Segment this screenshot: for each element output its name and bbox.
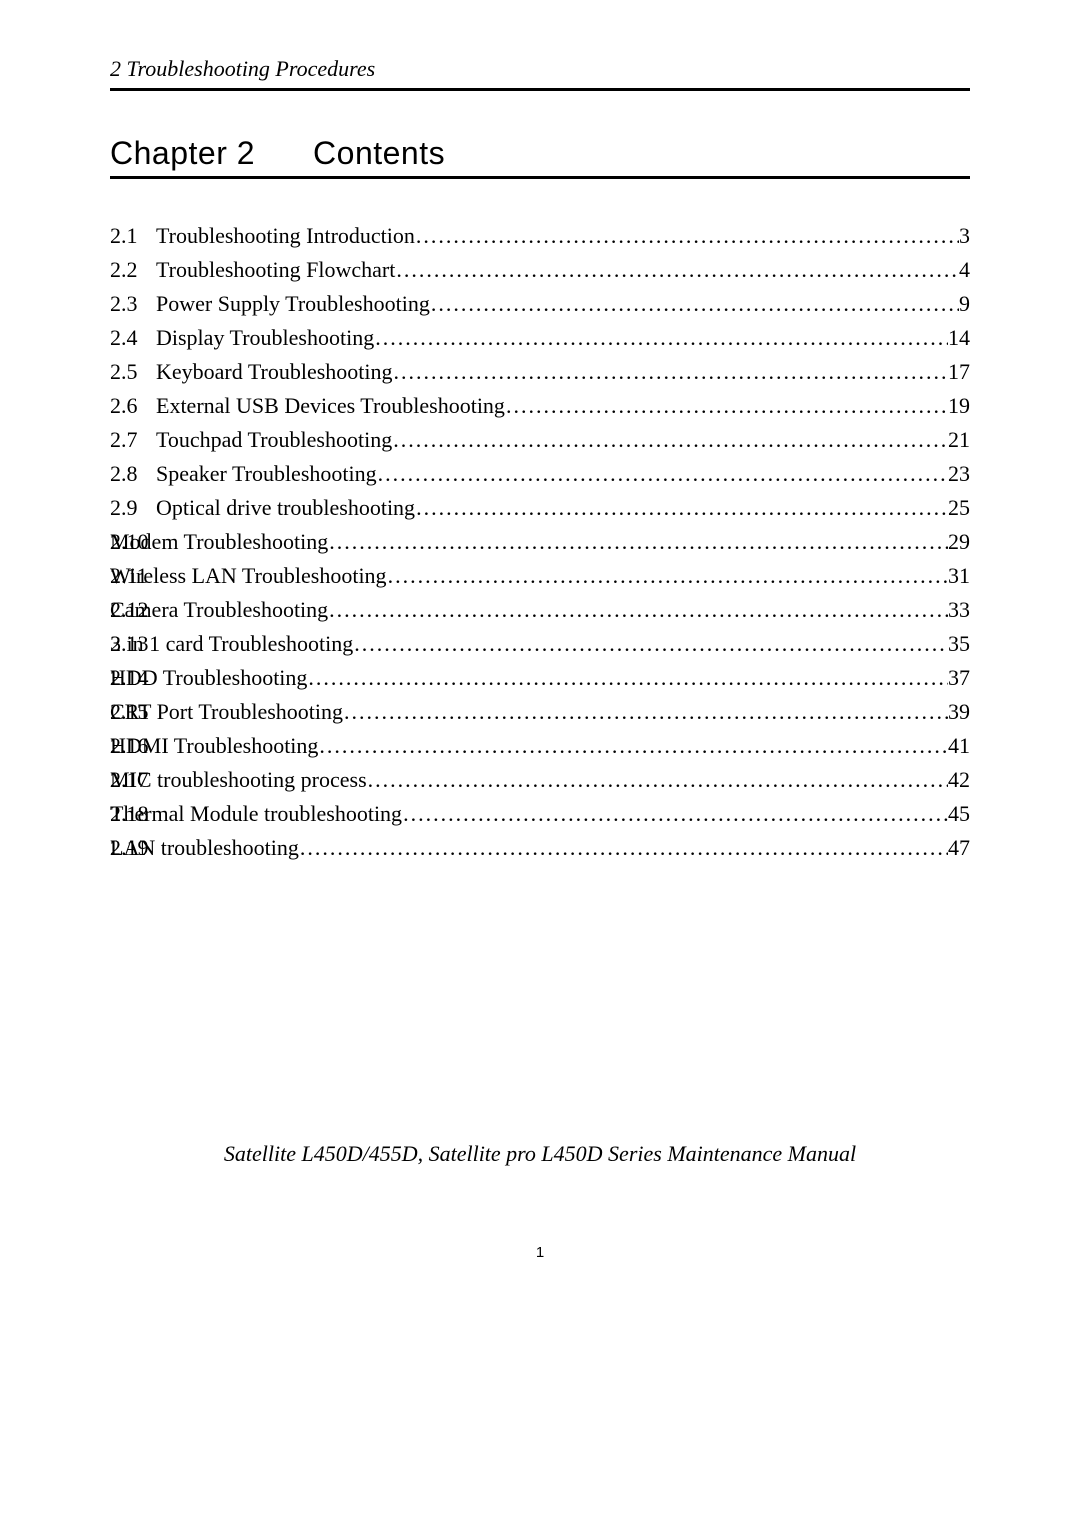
toc-row: 2.16 HDMI Troubleshooting ..............… xyxy=(110,733,970,759)
toc-entry-page: 42 xyxy=(948,767,970,793)
toc-entry-number: 2.8 xyxy=(110,461,156,487)
toc-entry-page: 33 xyxy=(948,597,970,623)
toc-row: 2.2Troubleshooting Flowchart............… xyxy=(110,257,970,283)
toc-entry-page: 45 xyxy=(948,801,970,827)
toc-entry-title: Keyboard Troubleshooting xyxy=(156,359,393,385)
toc-leader-dots: ........................................… xyxy=(505,393,948,419)
toc-entry-page: 37 xyxy=(948,665,970,691)
toc-entry-title: Troubleshooting Introduction xyxy=(156,223,415,249)
toc-entry-page: 29 xyxy=(948,529,970,555)
toc-entry-title: Troubleshooting Flowchart xyxy=(156,257,395,283)
toc-entry-page: 41 xyxy=(948,733,970,759)
toc-row: 2.19 LAN troubleshooting ...............… xyxy=(110,835,970,861)
toc-entry-title: Camera Troubleshooting xyxy=(110,597,328,623)
toc-entry-page: 23 xyxy=(948,461,970,487)
toc-leader-dots: ........................................… xyxy=(328,529,948,555)
toc-entry-title: HDD Troubleshooting xyxy=(110,665,307,691)
toc-entry-title: Touchpad Troubleshooting xyxy=(156,427,392,453)
toc-entry-title: CRT Port Troubleshooting xyxy=(110,699,343,725)
toc-row: 2.13 3 in 1 card Troubleshooting .......… xyxy=(110,631,970,657)
toc-entry-number: 2.7 xyxy=(110,427,156,453)
toc-entry-page: 3 xyxy=(959,223,970,249)
toc-entry-title: MIC troubleshooting process xyxy=(110,767,367,793)
toc-row: 2.17 MIC troubleshooting process .......… xyxy=(110,767,970,793)
running-header: 2 Troubleshooting Procedures xyxy=(110,56,970,91)
toc-row: 2.18 Thermal Module troubleshooting ....… xyxy=(110,801,970,827)
toc-entry-page: 19 xyxy=(948,393,970,419)
toc-entry-title: 3 in 1 card Troubleshooting xyxy=(110,631,353,657)
toc-leader-dots: ........................................… xyxy=(415,495,948,521)
toc-entry-title: Modem Troubleshooting xyxy=(110,529,328,555)
toc-leader-dots: ........................................… xyxy=(299,835,948,861)
toc-leader-dots: ........................................… xyxy=(402,801,948,827)
footer-manual-title: Satellite L450D/455D, Satellite pro L450… xyxy=(0,1141,1080,1167)
toc-row: 2.6External USB Devices Troubleshooting.… xyxy=(110,393,970,419)
toc-entry-number: 2.4 xyxy=(110,325,156,351)
toc-entry-title: Thermal Module troubleshooting xyxy=(110,801,402,827)
toc-leader-dots: ........................................… xyxy=(307,665,948,691)
toc-entry-page: 31 xyxy=(948,563,970,589)
toc-leader-dots: ........................................… xyxy=(392,427,948,453)
toc-entry-page: 47 xyxy=(948,835,970,861)
toc-row: 2.4Display Troubleshooting..............… xyxy=(110,325,970,351)
toc-leader-dots: ........................................… xyxy=(393,359,949,385)
chapter-label: Chapter 2 xyxy=(110,135,255,172)
toc-entry-number: 2.6 xyxy=(110,393,156,419)
toc-row: 2.3Power Supply Troubleshooting.........… xyxy=(110,291,970,317)
chapter-contents-label: Contents xyxy=(313,135,445,172)
toc-leader-dots: ........................................… xyxy=(377,461,948,487)
toc-entry-page: 39 xyxy=(948,699,970,725)
table-of-contents: 2.1Troubleshooting Introduction ........… xyxy=(110,223,970,861)
toc-leader-dots: ........................................… xyxy=(374,325,948,351)
toc-leader-dots: ........................................… xyxy=(328,597,948,623)
toc-entry-page: 35 xyxy=(948,631,970,657)
toc-row: 2.9Optical drive troubleshooting .......… xyxy=(110,495,970,521)
toc-row: 2.12 Camera Troubleshooting.............… xyxy=(110,597,970,623)
toc-entry-page: 9 xyxy=(959,291,970,317)
toc-entry-title: LAN troubleshooting xyxy=(110,835,299,861)
toc-entry-number: 2.1 xyxy=(110,223,156,249)
toc-row: 2.1Troubleshooting Introduction ........… xyxy=(110,223,970,249)
toc-entry-page: 4 xyxy=(959,257,970,283)
toc-entry-title: Wireless LAN Troubleshooting xyxy=(110,563,387,589)
toc-row: 2.10 Modem Troubleshooting..............… xyxy=(110,529,970,555)
toc-leader-dots: ........................................… xyxy=(415,223,959,249)
toc-row: 2.8Speaker Troubleshooting .............… xyxy=(110,461,970,487)
toc-leader-dots: ........................................… xyxy=(353,631,948,657)
toc-entry-title: Display Troubleshooting xyxy=(156,325,374,351)
toc-leader-dots: ........................................… xyxy=(367,767,948,793)
toc-entry-title: Power Supply Troubleshooting xyxy=(156,291,430,317)
toc-entry-title: HDMI Troubleshooting xyxy=(110,733,318,759)
toc-entry-page: 25 xyxy=(948,495,970,521)
toc-entry-page: 21 xyxy=(948,427,970,453)
toc-entry-title: Speaker Troubleshooting xyxy=(156,461,377,487)
running-header-text: 2 Troubleshooting Procedures xyxy=(110,56,375,81)
toc-leader-dots: ........................................… xyxy=(343,699,948,725)
page: 2 Troubleshooting Procedures Chapter 2 C… xyxy=(0,0,1080,1527)
toc-entry-title: External USB Devices Troubleshooting xyxy=(156,393,505,419)
toc-leader-dots: ........................................… xyxy=(387,563,948,589)
toc-row: 2.14 HDD Troubleshooting ...............… xyxy=(110,665,970,691)
toc-entry-number: 2.3 xyxy=(110,291,156,317)
toc-entry-number: 2.9 xyxy=(110,495,156,521)
toc-entry-number: 2.2 xyxy=(110,257,156,283)
chapter-title: Chapter 2 Contents xyxy=(110,135,970,179)
toc-row: 2.11 Wireless LAN Troubleshooting.......… xyxy=(110,563,970,589)
toc-row: 2.7Touchpad Troubleshooting ............… xyxy=(110,427,970,453)
page-number: 1 xyxy=(0,1244,1080,1261)
toc-row: 2.15 CRT Port Troubleshooting...........… xyxy=(110,699,970,725)
toc-leader-dots: ........................................… xyxy=(318,733,948,759)
toc-entry-page: 14 xyxy=(948,325,970,351)
toc-entry-page: 17 xyxy=(948,359,970,385)
toc-entry-number: 2.5 xyxy=(110,359,156,385)
toc-leader-dots: ........................................… xyxy=(395,257,959,283)
toc-leader-dots: ........................................… xyxy=(430,291,959,317)
toc-row: 2.5Keyboard Troubleshooting ............… xyxy=(110,359,970,385)
toc-entry-title: Optical drive troubleshooting xyxy=(156,495,415,521)
